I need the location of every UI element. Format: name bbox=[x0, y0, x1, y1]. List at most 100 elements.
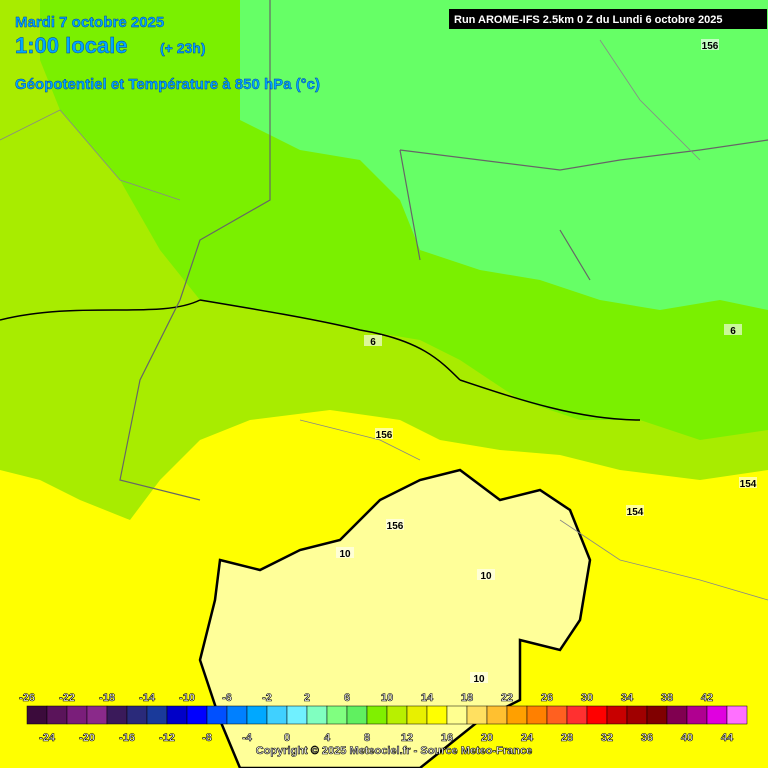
colorbar-swatch bbox=[26, 705, 48, 725]
colorbar-swatch bbox=[266, 705, 288, 725]
date: Mardi 7 octobre 2025 bbox=[15, 14, 164, 31]
colorbar-swatch bbox=[286, 705, 308, 725]
contour-label: 154 bbox=[627, 507, 644, 518]
contour-label: 156 bbox=[376, 430, 393, 441]
colorbar-label: 20 bbox=[481, 732, 493, 744]
warm-core bbox=[198, 468, 592, 770]
colorbar-label: 0 bbox=[284, 732, 290, 744]
colorbar-label: -26 bbox=[19, 692, 35, 704]
colorbar-label: 2 bbox=[304, 692, 310, 704]
colorbar-swatch bbox=[666, 705, 688, 725]
contour-label-bg bbox=[386, 519, 404, 530]
copyright: Copyright © 2025 Meteociel.fr - Source M… bbox=[256, 745, 532, 757]
colorbar-swatch bbox=[426, 705, 448, 725]
border-line bbox=[119, 0, 768, 501]
colorbar-swatch bbox=[506, 705, 528, 725]
colorbar-swatch bbox=[566, 705, 588, 725]
colorbar-swatch bbox=[326, 705, 348, 725]
contour-label: 10 bbox=[480, 571, 492, 582]
contour-label-bg bbox=[336, 547, 354, 558]
colorbar-swatch bbox=[306, 705, 328, 725]
colorbar-label: 10 bbox=[381, 692, 393, 704]
colorbar-label: -16 bbox=[119, 732, 135, 744]
colorbar-swatch bbox=[126, 705, 148, 725]
colorbar-swatch bbox=[406, 705, 428, 725]
colorbar-label: 26 bbox=[541, 692, 553, 704]
contour-label: 156 bbox=[702, 41, 719, 52]
run-info: Run AROME-IFS 2.5km 0 Z du Lundi 6 octob… bbox=[454, 14, 723, 26]
colorbar-swatch bbox=[186, 705, 208, 725]
colorbar-swatch bbox=[166, 705, 188, 725]
colorbar-label: 24 bbox=[521, 732, 534, 744]
colorbar-label: 44 bbox=[721, 732, 734, 744]
colorbar-swatch bbox=[706, 705, 728, 725]
colorbar-label: -20 bbox=[79, 732, 95, 744]
colorbar-label: -6 bbox=[222, 692, 232, 704]
colorbar-swatch bbox=[366, 705, 388, 725]
contour-label: 156 bbox=[387, 521, 404, 532]
colorbar-label: 42 bbox=[701, 692, 713, 704]
colorbar-label: 30 bbox=[581, 692, 593, 704]
run-box bbox=[449, 9, 767, 29]
colorbar-label: -8 bbox=[202, 732, 212, 744]
colorbar-swatch bbox=[66, 705, 88, 725]
contour-label-bg bbox=[724, 324, 742, 335]
colorbar-label: 40 bbox=[681, 732, 693, 744]
contour-label: 10 bbox=[473, 674, 485, 685]
colorbar-swatch bbox=[86, 705, 108, 725]
colorbar-swatch bbox=[146, 705, 168, 725]
colorbar-label: -24 bbox=[39, 732, 56, 744]
colorbar-label: 22 bbox=[501, 692, 513, 704]
colorbar-label: 34 bbox=[621, 692, 634, 704]
colorbar-swatch bbox=[586, 705, 608, 725]
time: 1:00 locale bbox=[15, 33, 128, 58]
colorbar-swatch bbox=[386, 705, 408, 725]
colorbar-label: 38 bbox=[661, 692, 673, 704]
colorbar-label: -18 bbox=[99, 692, 115, 704]
contour-label-bg bbox=[701, 39, 719, 50]
contour-label: 6 bbox=[370, 337, 376, 348]
colorbar-swatch bbox=[466, 705, 488, 725]
colorbar-label: 32 bbox=[601, 732, 613, 744]
colorbar-label: 16 bbox=[441, 732, 453, 744]
colorbar-label: 12 bbox=[401, 732, 413, 744]
colorbar-swatch bbox=[686, 705, 708, 725]
contour-label: 10 bbox=[339, 549, 351, 560]
colorbar-label: -2 bbox=[262, 692, 272, 704]
contour-label: 154 bbox=[740, 479, 757, 490]
colorbar-swatch bbox=[106, 705, 128, 725]
colorbar-label: -10 bbox=[179, 692, 195, 704]
colorbar-swatch bbox=[726, 705, 748, 725]
colorbar-swatch bbox=[546, 705, 568, 725]
colorbar-swatch bbox=[606, 705, 628, 725]
contour-label-bg bbox=[739, 477, 757, 488]
colorbar-label: 4 bbox=[324, 732, 331, 744]
colorbar-swatch bbox=[446, 705, 468, 725]
colorbar-label: 18 bbox=[461, 692, 473, 704]
colorbar-swatch bbox=[486, 705, 508, 725]
colorbar-label: -22 bbox=[59, 692, 75, 704]
colorbar-label: -14 bbox=[139, 692, 156, 704]
region-line bbox=[0, 39, 768, 601]
contour-label-bg bbox=[375, 428, 393, 439]
colorbar-swatch bbox=[246, 705, 268, 725]
colorbar-swatch bbox=[206, 705, 228, 725]
colorbar-swatch bbox=[226, 705, 248, 725]
colorbar-swatch bbox=[346, 705, 368, 725]
field: Géopotentiel et Température à 850 hPa (°… bbox=[15, 76, 320, 93]
colorbar-swatch bbox=[46, 705, 68, 725]
colorbar-swatch bbox=[526, 705, 548, 725]
contour-line bbox=[0, 299, 641, 421]
contour-label-bg bbox=[626, 505, 644, 516]
contour-label-bg bbox=[470, 672, 488, 683]
contour-label: 6 bbox=[730, 326, 736, 337]
colorbar-label: 36 bbox=[641, 732, 653, 744]
colorbar-label: -4 bbox=[242, 732, 253, 744]
lead-time: (+ 23h) bbox=[160, 40, 206, 56]
colorbar-swatch bbox=[646, 705, 668, 725]
colorbar-label: 6 bbox=[344, 692, 350, 704]
contour-label-bg bbox=[364, 335, 382, 346]
contour-label-bg bbox=[477, 569, 495, 580]
cool-area bbox=[240, 0, 768, 310]
